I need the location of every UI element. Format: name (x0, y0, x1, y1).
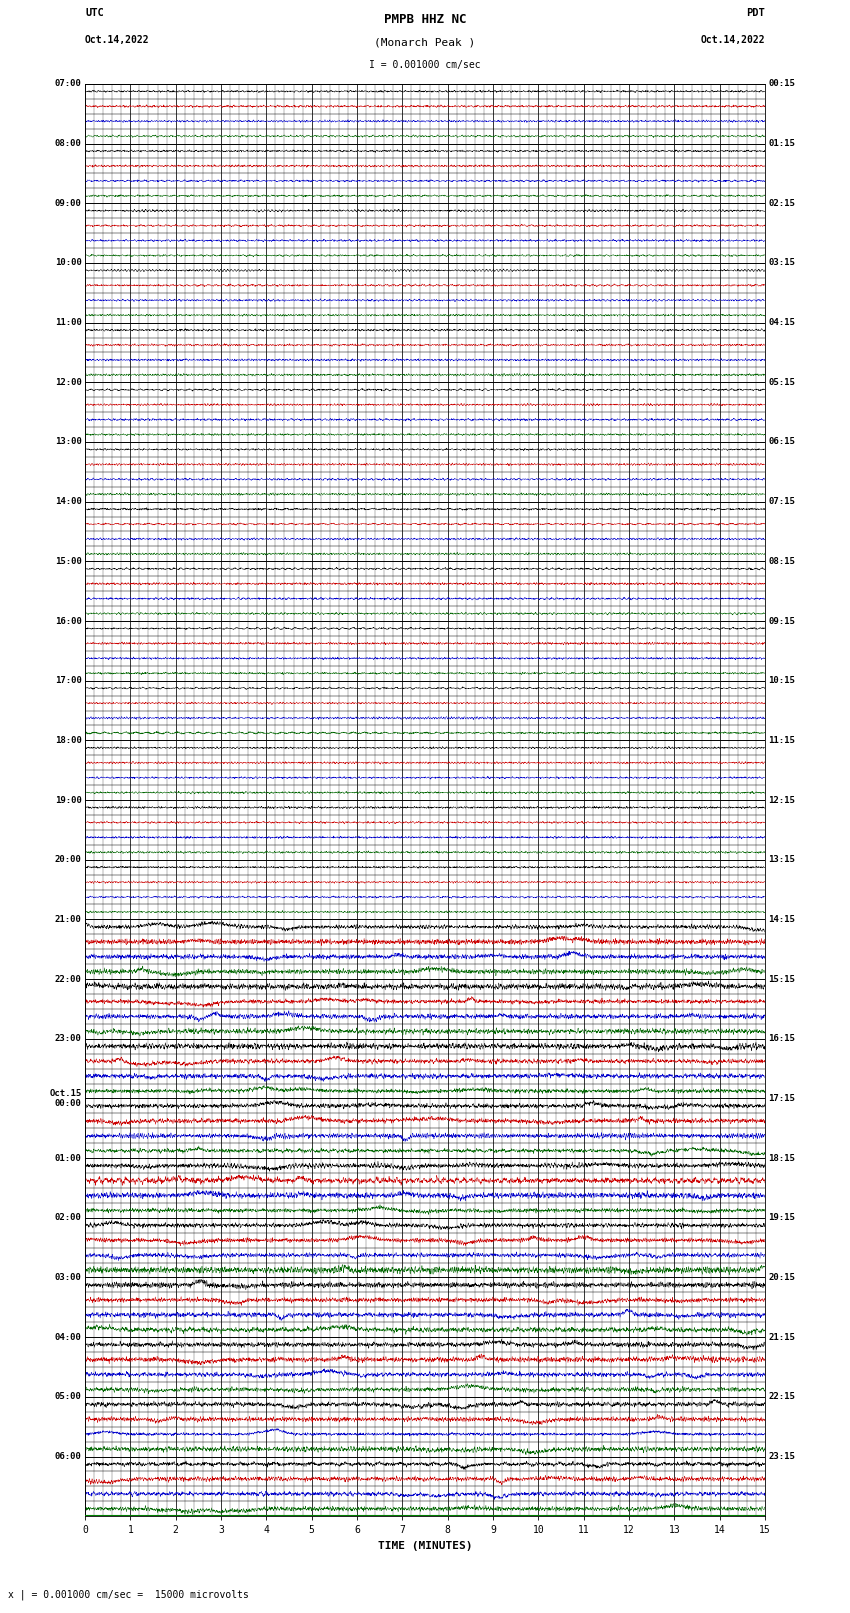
Text: 20:15: 20:15 (768, 1273, 796, 1282)
Text: 02:15: 02:15 (768, 198, 796, 208)
Text: 08:15: 08:15 (768, 556, 796, 566)
Text: 07:15: 07:15 (768, 497, 796, 506)
Text: 04:15: 04:15 (768, 318, 796, 327)
Text: 21:00: 21:00 (54, 915, 82, 924)
Text: 10:00: 10:00 (54, 258, 82, 268)
Text: Oct.14,2022: Oct.14,2022 (85, 35, 150, 45)
Text: 05:15: 05:15 (768, 377, 796, 387)
Text: 22:15: 22:15 (768, 1392, 796, 1402)
Text: UTC: UTC (85, 8, 104, 18)
Text: 07:00: 07:00 (54, 79, 82, 89)
Text: 04:00: 04:00 (54, 1332, 82, 1342)
Text: 12:00: 12:00 (54, 377, 82, 387)
Text: 01:15: 01:15 (768, 139, 796, 148)
X-axis label: TIME (MINUTES): TIME (MINUTES) (377, 1540, 473, 1550)
Text: 00:15: 00:15 (768, 79, 796, 89)
Text: 14:00: 14:00 (54, 497, 82, 506)
Text: 19:15: 19:15 (768, 1213, 796, 1223)
Text: 23:15: 23:15 (768, 1452, 796, 1461)
Text: 13:15: 13:15 (768, 855, 796, 865)
Text: (Monarch Peak ): (Monarch Peak ) (374, 37, 476, 48)
Text: 15:15: 15:15 (768, 974, 796, 984)
Text: 23:00: 23:00 (54, 1034, 82, 1044)
Text: 18:15: 18:15 (768, 1153, 796, 1163)
Text: PMPB HHZ NC: PMPB HHZ NC (383, 13, 467, 26)
Text: 14:15: 14:15 (768, 915, 796, 924)
Text: 15:00: 15:00 (54, 556, 82, 566)
Text: 13:00: 13:00 (54, 437, 82, 447)
Text: 02:00: 02:00 (54, 1213, 82, 1223)
Text: 03:00: 03:00 (54, 1273, 82, 1282)
Text: 20:00: 20:00 (54, 855, 82, 865)
Text: I = 0.001000 cm/sec: I = 0.001000 cm/sec (369, 60, 481, 71)
Text: 16:00: 16:00 (54, 616, 82, 626)
Text: 17:00: 17:00 (54, 676, 82, 686)
Text: 10:15: 10:15 (768, 676, 796, 686)
Text: 09:00: 09:00 (54, 198, 82, 208)
Text: 06:15: 06:15 (768, 437, 796, 447)
Text: 01:00: 01:00 (54, 1153, 82, 1163)
Text: 08:00: 08:00 (54, 139, 82, 148)
Text: 12:15: 12:15 (768, 795, 796, 805)
Text: 09:15: 09:15 (768, 616, 796, 626)
Text: 17:15: 17:15 (768, 1094, 796, 1103)
Text: 16:15: 16:15 (768, 1034, 796, 1044)
Text: 19:00: 19:00 (54, 795, 82, 805)
Text: 21:15: 21:15 (768, 1332, 796, 1342)
Text: 03:15: 03:15 (768, 258, 796, 268)
Text: 05:00: 05:00 (54, 1392, 82, 1402)
Text: PDT: PDT (746, 8, 765, 18)
Text: 11:15: 11:15 (768, 736, 796, 745)
Text: 06:00: 06:00 (54, 1452, 82, 1461)
Text: 18:00: 18:00 (54, 736, 82, 745)
Text: x | = 0.001000 cm/sec =  15000 microvolts: x | = 0.001000 cm/sec = 15000 microvolts (8, 1589, 249, 1600)
Text: 11:00: 11:00 (54, 318, 82, 327)
Text: Oct.14,2022: Oct.14,2022 (700, 35, 765, 45)
Text: 22:00: 22:00 (54, 974, 82, 984)
Text: Oct.15
00:00: Oct.15 00:00 (49, 1089, 82, 1108)
